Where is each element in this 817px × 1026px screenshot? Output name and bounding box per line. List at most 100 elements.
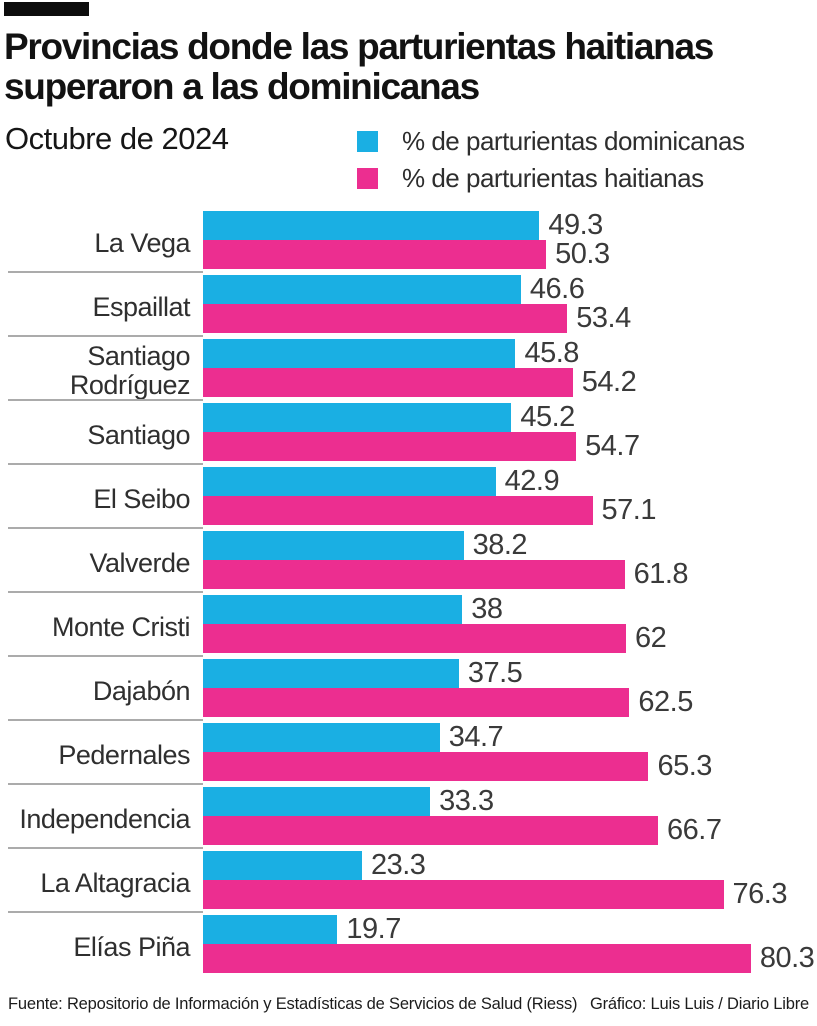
chart-row: Santiago 45.2 54.7	[0, 401, 817, 467]
source-note: Fuente: Repositorio de Información y Est…	[8, 995, 578, 1014]
value-label: 42.9	[504, 465, 560, 498]
footer: Fuente: Repositorio de Información y Est…	[8, 995, 809, 1014]
bar-line: 34.7	[203, 721, 817, 754]
bar-dominicanas	[203, 467, 496, 497]
bar-haitianas	[203, 432, 577, 462]
bar-group: 34.7 65.3	[203, 721, 817, 787]
bar-group: 19.7 80.3	[203, 913, 817, 979]
bar-group: 45.2 54.7	[203, 401, 817, 467]
bar-dominicanas	[203, 723, 440, 753]
value-label: 37.5	[467, 657, 523, 690]
chart-row: Valverde 38.2 61.8	[0, 529, 817, 595]
legend-swatch-haitianas	[357, 168, 378, 190]
value-label: 50.3	[555, 238, 610, 271]
value-label: 76.3	[732, 878, 788, 911]
value-label: 54.2	[581, 366, 637, 399]
bar-line: 33.3	[203, 785, 817, 818]
category-label: Santiago	[87, 419, 190, 450]
bar-line: 65.3	[203, 750, 817, 783]
category-label: Pedernales	[58, 739, 190, 770]
bar-line: 42.9	[203, 465, 817, 498]
bar-line: 45.8	[203, 337, 817, 369]
bar-haitianas	[203, 496, 593, 526]
bar-group: 38.2 61.8	[203, 529, 817, 595]
value-label: 62	[634, 622, 667, 655]
value-label: 23.3	[370, 849, 426, 882]
chart-row: La Altagracia 23.3 76.3	[0, 849, 817, 915]
bar-dominicanas	[203, 595, 463, 625]
value-label: 38	[471, 593, 503, 626]
bar-line: 49.3	[203, 209, 817, 241]
bar-line: 38	[203, 593, 817, 626]
category-label: Independencia	[19, 803, 190, 834]
bar-dominicanas	[203, 339, 516, 369]
bar-line: 62	[203, 622, 817, 655]
bar-line: 57.1	[203, 494, 817, 526]
category-label: La Vega	[94, 227, 190, 258]
category-label: Santiago Rodríguez	[69, 341, 191, 401]
value-label: 33.3	[439, 785, 494, 818]
chart-title: Provincias donde las parturientas haitia…	[4, 26, 714, 107]
legend-label-dominicanas: % de parturientas dominicanas	[402, 126, 745, 157]
bar-group: 37.5 62.5	[203, 657, 817, 723]
bar-line: 66.7	[203, 814, 817, 847]
value-label: 45.2	[520, 401, 575, 434]
bar-line: 54.2	[203, 366, 817, 399]
category-label: Valverde	[89, 547, 190, 578]
category-label: El Seibo	[93, 483, 190, 514]
bar-haitianas	[203, 624, 626, 654]
grouped-bar-chart: La Vega 49.3 50.3 Espaillat 46.6 53.4 Santiago…	[0, 209, 817, 979]
value-label: 46.6	[529, 273, 585, 306]
value-label: 54.7	[585, 430, 640, 463]
legend-item-dominicanas: % de parturientas dominicanas	[357, 126, 745, 157]
value-label: 34.7	[448, 721, 504, 754]
bar-haitianas	[203, 816, 659, 846]
bar-group: 46.6 53.4	[203, 273, 817, 339]
chart-row: La Vega 49.3 50.3	[0, 209, 817, 275]
bar-dominicanas	[203, 659, 459, 689]
legend-swatch-dominicanas	[357, 131, 378, 153]
bar-group: 42.9 57.1	[203, 465, 817, 531]
subtitle-legend-row: Octubre de 2024 % de parturientas domini…	[0, 122, 817, 194]
bar-line: 37.5	[203, 657, 817, 690]
chart-subtitle: Octubre de 2024	[5, 121, 229, 157]
value-label: 80.3	[759, 942, 815, 975]
category-label: Espaillat	[92, 291, 190, 322]
bar-haitianas	[203, 752, 649, 782]
bar-dominicanas	[203, 403, 512, 433]
value-label: 66.7	[667, 814, 722, 847]
value-label: 19.7	[346, 913, 401, 946]
category-label: Elías Piña	[73, 931, 190, 962]
bar-group: 45.8 54.2	[203, 337, 817, 403]
value-label: 65.3	[657, 750, 712, 783]
category-label: Monte Cristi	[51, 611, 191, 642]
bar-dominicanas	[203, 787, 431, 817]
bar-haitianas	[203, 304, 568, 334]
value-label: 61.8	[633, 558, 689, 591]
bar-line: 62.5	[203, 686, 817, 719]
chart-row: Espaillat 46.6 53.4	[0, 273, 817, 339]
bar-group: 49.3 50.3	[203, 209, 817, 275]
bar-haitianas	[203, 880, 724, 910]
legend: % de parturientas dominicanas % de partu…	[357, 122, 745, 194]
bar-line: 38.2	[203, 529, 817, 562]
bar-line: 19.7	[203, 913, 817, 946]
brand-tag-bar	[4, 2, 89, 16]
bar-group: 33.3 66.7	[203, 785, 817, 851]
legend-label-haitianas: % de parturientas haitianas	[402, 163, 704, 194]
bar-dominicanas	[203, 211, 540, 241]
chart-row: Elías Piña 19.7 80.3	[0, 913, 817, 979]
bar-dominicanas	[203, 851, 362, 881]
value-label: 62.5	[638, 686, 693, 719]
value-label: 38.2	[472, 529, 528, 562]
bar-line: 23.3	[203, 849, 817, 882]
bar-line: 50.3	[203, 238, 817, 271]
chart-row: El Seibo 42.9 57.1	[0, 465, 817, 531]
bar-line: 54.7	[203, 430, 817, 463]
bar-group: 23.3 76.3	[203, 849, 817, 915]
category-label: La Altagracia	[40, 867, 190, 898]
chart-row: Monte Cristi 38 62	[0, 593, 817, 659]
bar-haitianas	[203, 560, 625, 590]
bar-dominicanas	[203, 275, 521, 305]
